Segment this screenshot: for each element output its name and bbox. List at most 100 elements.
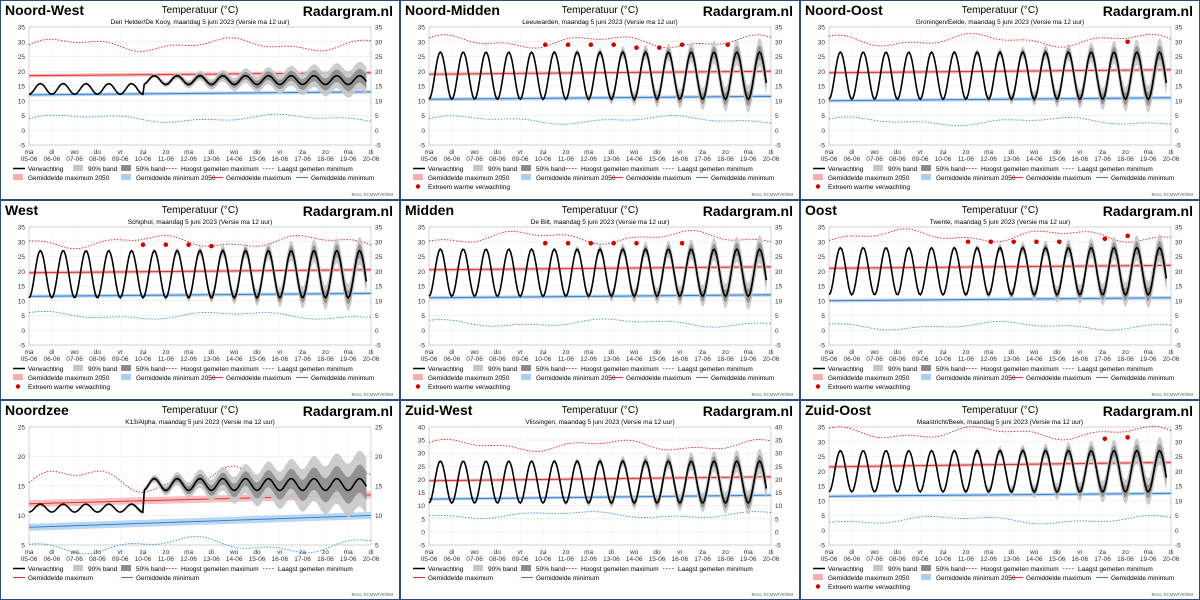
band-50 — [29, 464, 367, 514]
y-tick-label-left: -5 — [819, 143, 825, 150]
y-tick-label-left: 10 — [18, 513, 26, 520]
legend-swatch — [521, 174, 531, 180]
y-tick-label-left: 10 — [818, 498, 826, 505]
legend-swatch — [415, 384, 421, 389]
legend-label: Verwachting — [428, 166, 464, 173]
plot-frame — [428, 226, 772, 346]
legend-label: Extreem warme verwachting — [428, 184, 510, 191]
x-tick-day: vr — [1077, 549, 1083, 556]
extreme-marker — [988, 239, 994, 245]
y-tick-label-right: 20 — [1175, 469, 1183, 476]
y-tick-label-right: 10 — [1175, 98, 1183, 105]
y-tick-label-right: 30 — [1175, 239, 1183, 246]
y-tick-label-left: 5 — [821, 313, 825, 320]
x-tick-date: 18-06 — [717, 556, 734, 563]
y-tick-label-left: 20 — [418, 269, 426, 276]
x-tick-day: zo — [322, 149, 329, 156]
y-tick-label-right: 30 — [775, 39, 783, 46]
y-tick-label-left: 15 — [18, 84, 26, 91]
x-tick-date: 10-06 — [935, 556, 952, 563]
legend-item: Gemiddelde minimum 2050 — [521, 374, 616, 382]
record-min-line — [28, 113, 372, 123]
x-tick-day: ma — [744, 549, 753, 556]
y-tick-label-left: 25 — [18, 254, 26, 261]
x-tick-day: zo — [562, 349, 569, 356]
y-tick-label-right: 25 — [375, 54, 383, 61]
x-tick-day: zo — [562, 149, 569, 156]
x-tick-day: wo — [869, 149, 879, 156]
legend-item: 50% band — [521, 565, 566, 573]
x-tick-date: 14-06 — [226, 356, 243, 363]
x-tick-day: di — [1009, 349, 1014, 356]
x-tick-day: di — [768, 149, 773, 156]
x-tick-day: do — [894, 149, 902, 156]
x-tick-day: zo — [162, 149, 169, 156]
legend-label: 50% band — [936, 566, 966, 573]
x-tick-date: 06-06 — [443, 156, 460, 163]
x-tick-date: 05-06 — [821, 156, 838, 163]
x-tick-date: 12-06 — [980, 356, 997, 363]
y-tick-label-right: 10 — [375, 298, 383, 305]
y-tick-label-left: 30 — [18, 39, 26, 46]
x-tick-day: di — [209, 549, 214, 556]
x-tick-day: vr — [917, 549, 923, 556]
x-tick-date: 19-06 — [740, 156, 757, 163]
mean-max-line — [428, 70, 772, 75]
legend-label: 90% band — [888, 566, 918, 573]
legend-swatch — [813, 374, 823, 380]
forecast-line — [828, 246, 1168, 297]
x-tick-day: ma — [824, 549, 833, 556]
legend-swatch — [415, 184, 421, 189]
x-tick-day: vr — [677, 149, 683, 156]
extreme-marker — [588, 42, 594, 47]
legend-item: 90% band — [873, 365, 918, 373]
y-tick-label-left: 35 — [818, 225, 826, 232]
x-tick-date: 12-06 — [980, 556, 997, 563]
legend-label: Laagst gemeten minimum — [678, 566, 753, 573]
x-tick-date: 06-06 — [43, 156, 60, 163]
x-tick-day: zo — [1122, 549, 1129, 556]
x-tick-date: 15-06 — [649, 556, 666, 563]
legend-swatch — [413, 174, 423, 180]
x-tick-day: ma — [984, 149, 993, 156]
legend-item: Gemiddelde maximum — [413, 575, 493, 582]
y-tick-label-left: 15 — [18, 284, 26, 291]
legend-label: Gemiddelde maximum — [1026, 575, 1091, 582]
x-tick-day: di — [449, 549, 454, 556]
y-tick-label-left: 35 — [18, 225, 26, 232]
x-tick-date: 18-06 — [1117, 556, 1134, 563]
x-tick-day: wo — [629, 149, 639, 156]
mean-max-line — [828, 461, 1172, 468]
legend-item: 90% band — [473, 365, 518, 373]
x-tick-day: di — [1168, 349, 1173, 356]
x-tick-date: 05-06 — [421, 356, 438, 363]
x-tick-date: 06-06 — [443, 556, 460, 563]
legend-label: Laagst gemeten minimum — [678, 366, 753, 373]
y-tick-label-right: 0 — [375, 328, 379, 335]
record-max-line — [428, 438, 772, 452]
x-tick-day: za — [299, 149, 306, 156]
plot-frame — [828, 226, 1172, 346]
legend-label: Gemiddelde minimum 2050 — [136, 375, 216, 382]
mean-min-line — [828, 492, 1172, 497]
legend-item: 50% band — [121, 165, 166, 173]
legend-swatch — [413, 374, 423, 380]
x-tick-date: 07-06 — [66, 156, 83, 163]
y-tick-label-left: 10 — [18, 98, 26, 105]
extreme-marker — [611, 240, 616, 246]
legend-label: Gemiddelde minimum — [1111, 175, 1174, 182]
legend-swatch — [813, 174, 823, 180]
x-tick-day: di — [849, 549, 854, 556]
forecast-line — [428, 247, 768, 298]
y-tick-label-left: 0 — [21, 328, 25, 335]
x-tick-day: ma — [424, 149, 433, 156]
x-tick-day: vr — [517, 549, 523, 556]
legend-label: Gemiddelde minimum — [536, 575, 599, 582]
x-tick-date: 15-06 — [249, 156, 266, 163]
extreme-marker — [965, 239, 971, 245]
legend-label: Laagst gemeten minimum — [278, 566, 353, 573]
legend-item: Extreem warme verwachting — [815, 584, 910, 591]
x-tick-date: 10-06 — [535, 556, 552, 563]
chart-panel: Midden Temperatuur (°C) De Bilt, maandag 5… — [401, 201, 799, 399]
legend-swatch — [873, 165, 883, 171]
